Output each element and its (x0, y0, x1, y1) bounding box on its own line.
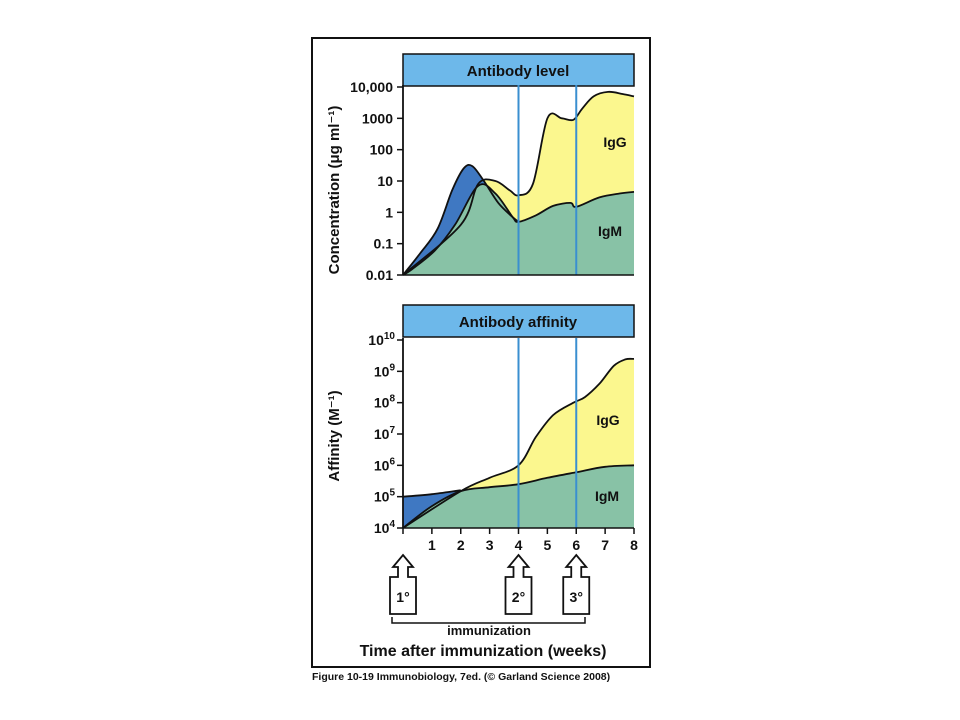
x-tick-label: 3 (486, 537, 494, 553)
x-axis-label: Time after immunization (weeks) (360, 643, 607, 660)
antibody-affinity-plot: 1010 109 108 107 106 105 104 IgG IgM (368, 331, 635, 536)
affinity-y-tick-label: 104 (374, 519, 396, 536)
level-y-tick-label: 10,000 (350, 79, 393, 95)
antibody-level-header (402, 53, 635, 87)
level-y-tick-label: 10 (377, 173, 393, 189)
level-igm-label: IgM (598, 223, 622, 239)
concentration-axis-label: Concentration (μg ml⁻¹) (326, 106, 343, 275)
affinity-y-tick-label: 108 (374, 394, 396, 411)
affinity-igg-label: IgG (596, 412, 619, 428)
antibody-level-panel: Antibody level 10,000 1000 100 10 1 0.1 0.01 Ig… (326, 53, 635, 283)
immunization-bracket: immunization (391, 617, 586, 638)
x-tick-label: 7 (601, 537, 609, 553)
affinity-axis-label: Affinity (M⁻¹) (326, 390, 343, 481)
figure-caption: Figure 10-19 Immunobiology, 7ed. (© Garl… (312, 671, 611, 683)
level-y-tick-label: 0.01 (366, 267, 393, 283)
level-y-tick-label: 0.1 (374, 236, 394, 252)
x-tick-label: 8 (630, 537, 638, 553)
level-y-tick-label: 100 (370, 142, 394, 158)
immunization-marker-3: 3° (562, 553, 591, 615)
immunization-marker-1: 1° (389, 553, 417, 615)
affinity-early-line (402, 489, 461, 498)
level-early-line (402, 163, 520, 276)
immunization-label: immunization (447, 623, 531, 638)
immunization-marker-label: 3° (570, 589, 583, 605)
affinity-y-tick-label: 109 (374, 362, 396, 379)
arrow-up-icon (504, 553, 533, 615)
arrow-up-icon (562, 553, 591, 615)
immunization-marker-label: 2° (512, 589, 525, 605)
immunization-marker-2: 2° (504, 553, 533, 615)
level-y-tick-label: 1 (385, 204, 393, 220)
affinity-igm-label: IgM (595, 488, 619, 504)
x-tick-label: 6 (572, 537, 580, 553)
immunization-markers: 1° 2° 3° (389, 553, 591, 615)
affinity-y-tick-label: 1010 (368, 331, 395, 348)
immunization-marker-label: 1° (396, 589, 409, 605)
antibody-level-title: Antibody level (467, 63, 570, 80)
time-axis: 1 2 3 4 5 6 7 8 (402, 528, 638, 553)
affinity-y-tick-label: 105 (374, 488, 396, 505)
x-tick-label: 1 (428, 537, 436, 553)
affinity-y-tick-label: 107 (374, 425, 396, 442)
antibody-affinity-header (402, 304, 635, 338)
antibody-affinity-panel: Antibody affinity 1010 109 108 107 106 105 104… (326, 304, 635, 536)
level-igg-label: IgG (603, 134, 626, 150)
antibody-affinity-title: Antibody affinity (459, 314, 578, 331)
x-tick-label: 4 (515, 537, 523, 553)
affinity-y-tick-label: 106 (374, 456, 396, 473)
level-igg-line (402, 90, 635, 276)
x-tick-label: 2 (457, 537, 465, 553)
arrow-up-icon (389, 553, 417, 615)
x-tick-label: 5 (543, 537, 551, 553)
level-y-tick-label: 1000 (362, 110, 393, 126)
antibody-level-plot: 10,000 1000 100 10 1 0.1 0.01 IgG IgM (350, 79, 635, 283)
affinity-igg-line (402, 357, 635, 529)
